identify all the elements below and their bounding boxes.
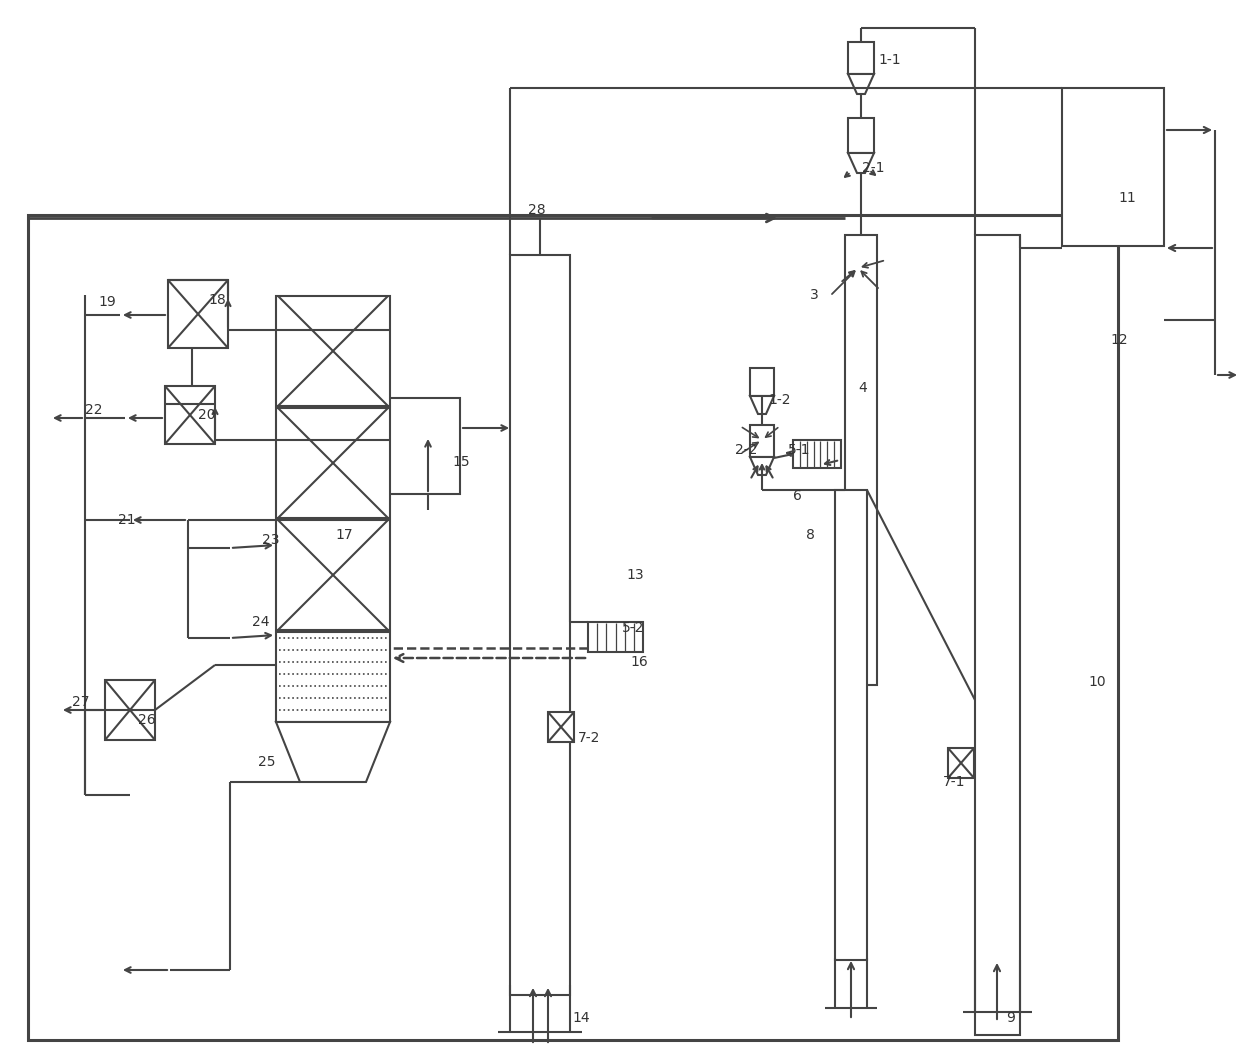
Text: 13: 13 — [626, 568, 644, 583]
Text: 14: 14 — [572, 1011, 590, 1025]
Bar — [794, 440, 841, 468]
Text: 20: 20 — [198, 408, 216, 422]
Bar — [750, 425, 774, 457]
Polygon shape — [848, 74, 874, 94]
Text: 3: 3 — [810, 288, 818, 302]
Text: 9: 9 — [1006, 1011, 1014, 1025]
Text: 26: 26 — [138, 713, 156, 727]
Bar — [949, 748, 973, 778]
Text: 19: 19 — [98, 296, 115, 309]
Text: 17: 17 — [335, 528, 352, 542]
Polygon shape — [277, 722, 391, 782]
Text: 15: 15 — [453, 455, 470, 469]
Text: 25: 25 — [258, 755, 275, 769]
Bar — [165, 386, 215, 444]
Polygon shape — [750, 396, 774, 414]
Text: 6: 6 — [794, 489, 802, 503]
Bar — [105, 680, 155, 740]
Bar — [277, 408, 391, 518]
Bar — [167, 280, 228, 348]
Text: 1-1: 1-1 — [878, 53, 900, 67]
Bar — [277, 632, 391, 722]
Polygon shape — [848, 153, 874, 173]
Bar — [848, 43, 874, 74]
Bar — [750, 368, 774, 396]
Bar — [29, 215, 1118, 1040]
Text: 23: 23 — [262, 533, 279, 547]
Text: 22: 22 — [86, 403, 103, 417]
Text: 2-2: 2-2 — [735, 443, 758, 457]
Bar — [975, 235, 1021, 1035]
Bar — [588, 622, 644, 652]
Bar — [848, 118, 874, 153]
Bar — [510, 255, 570, 995]
Text: 7-2: 7-2 — [578, 731, 600, 745]
Text: 5-1: 5-1 — [787, 443, 811, 457]
Text: 12: 12 — [1110, 333, 1127, 347]
Text: 2-1: 2-1 — [862, 161, 884, 175]
Bar — [1061, 88, 1164, 246]
Text: 24: 24 — [252, 615, 269, 629]
Text: 4: 4 — [858, 381, 867, 395]
Bar — [277, 296, 391, 406]
Text: 10: 10 — [1087, 675, 1106, 689]
Text: 7-1: 7-1 — [942, 775, 966, 789]
Text: 5-2: 5-2 — [622, 621, 645, 635]
Text: 27: 27 — [72, 695, 89, 709]
Bar — [835, 490, 867, 960]
Bar — [548, 712, 574, 742]
Text: 18: 18 — [208, 293, 226, 307]
Bar — [386, 398, 460, 494]
Bar — [844, 235, 877, 685]
Text: 28: 28 — [528, 203, 546, 217]
Polygon shape — [750, 457, 774, 475]
Text: 16: 16 — [630, 655, 647, 669]
Text: 1-2: 1-2 — [768, 393, 791, 407]
Text: 21: 21 — [118, 513, 135, 527]
Bar — [277, 520, 391, 630]
Text: 11: 11 — [1118, 191, 1136, 205]
Text: 8: 8 — [806, 528, 815, 542]
